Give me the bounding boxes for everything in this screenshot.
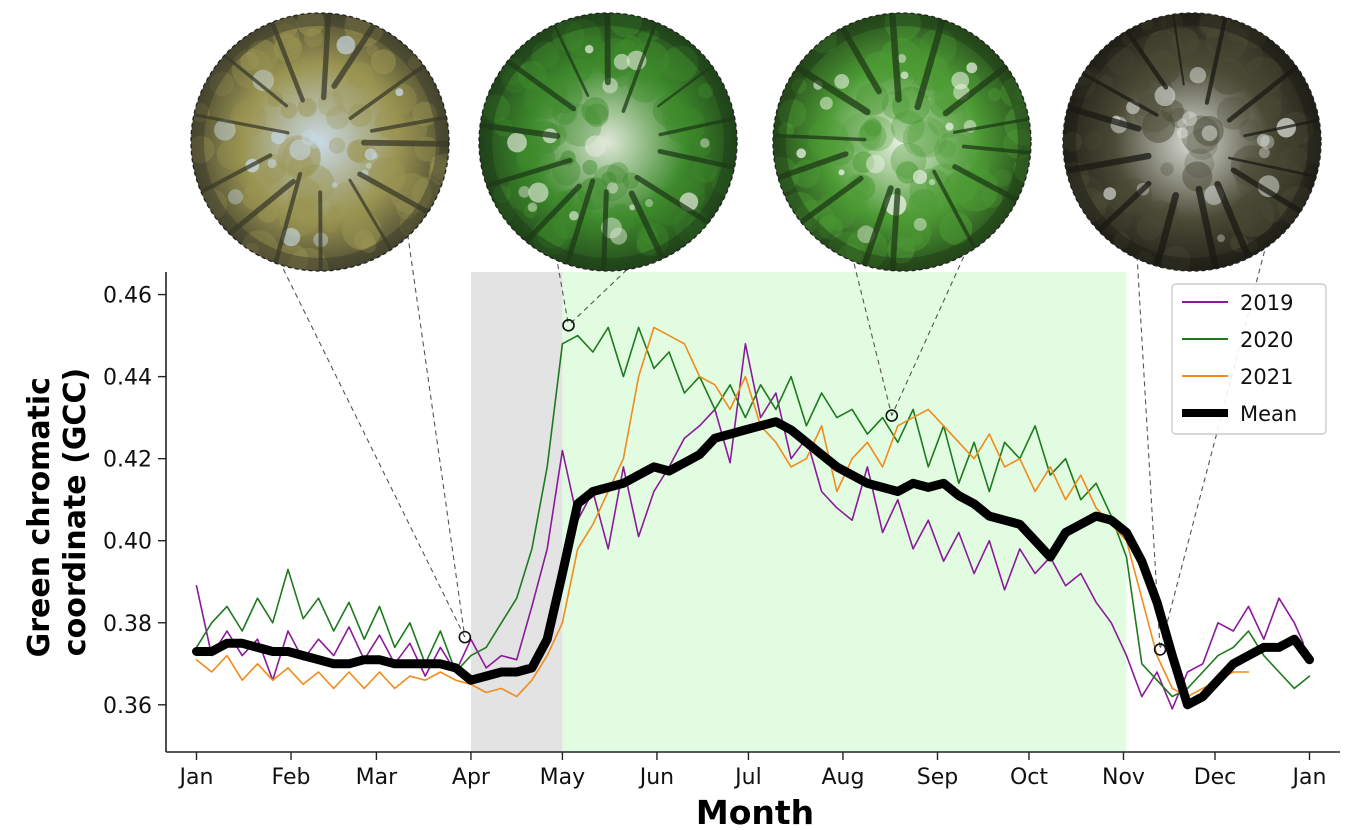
x-tick-label: Mar	[356, 765, 398, 790]
legend-label: 2020	[1240, 328, 1293, 352]
x-tick-label: Jun	[638, 765, 674, 790]
x-tick-label: Nov	[1102, 765, 1145, 790]
y-tick-label: 0.46	[103, 284, 152, 309]
y-tick-label: 0.36	[103, 694, 152, 719]
legend-label: 2021	[1240, 365, 1293, 389]
y-tick-label: 0.42	[103, 448, 152, 473]
x-tick-label: Aug	[821, 765, 864, 790]
photo-connector	[404, 208, 465, 637]
x-ticks: Jan Feb Mar Apr May Jun Jul Aug Sep Oct Nov Dec Jan	[178, 752, 1327, 790]
x-tick-label: Oct	[1010, 765, 1048, 790]
y-tick-label: 0.44	[103, 366, 152, 391]
y-tick-label: 0.40	[103, 530, 152, 555]
legend: 2019 2020 2021 Mean	[1172, 284, 1326, 434]
photo-connector	[263, 229, 464, 637]
canopy-photo	[1058, 6, 1338, 275]
y-tick-label: 0.38	[103, 612, 152, 637]
x-tick-label: Jul	[733, 765, 762, 790]
x-tick-label: Feb	[272, 765, 311, 790]
canopy-photo	[762, 5, 1045, 277]
y-axis-title: Green chromatic coordinate (GCC)	[22, 367, 93, 658]
canopy-photo	[187, 7, 458, 290]
season-shading	[471, 272, 1127, 752]
x-tick-label: Sep	[917, 765, 958, 790]
x-tick-label: Dec	[1194, 765, 1237, 790]
y-axis-title-line1: Green chromatic	[22, 377, 57, 657]
y-axis-title-line2: coordinate (GCC)	[58, 368, 93, 656]
x-tick-label: Jan	[178, 765, 214, 790]
x-axis-title: Month	[696, 793, 814, 830]
x-tick-label: Jan	[1291, 765, 1327, 790]
legend-label: Mean	[1240, 402, 1297, 426]
canopy-photos	[187, 5, 1337, 289]
x-tick-label: Apr	[452, 765, 491, 790]
canopy-photo	[474, 5, 745, 278]
legend-label: 2019	[1240, 291, 1293, 315]
y-ticks: 0.36 0.38 0.40 0.42 0.44 0.46	[103, 284, 166, 719]
x-tick-label: May	[540, 765, 585, 790]
